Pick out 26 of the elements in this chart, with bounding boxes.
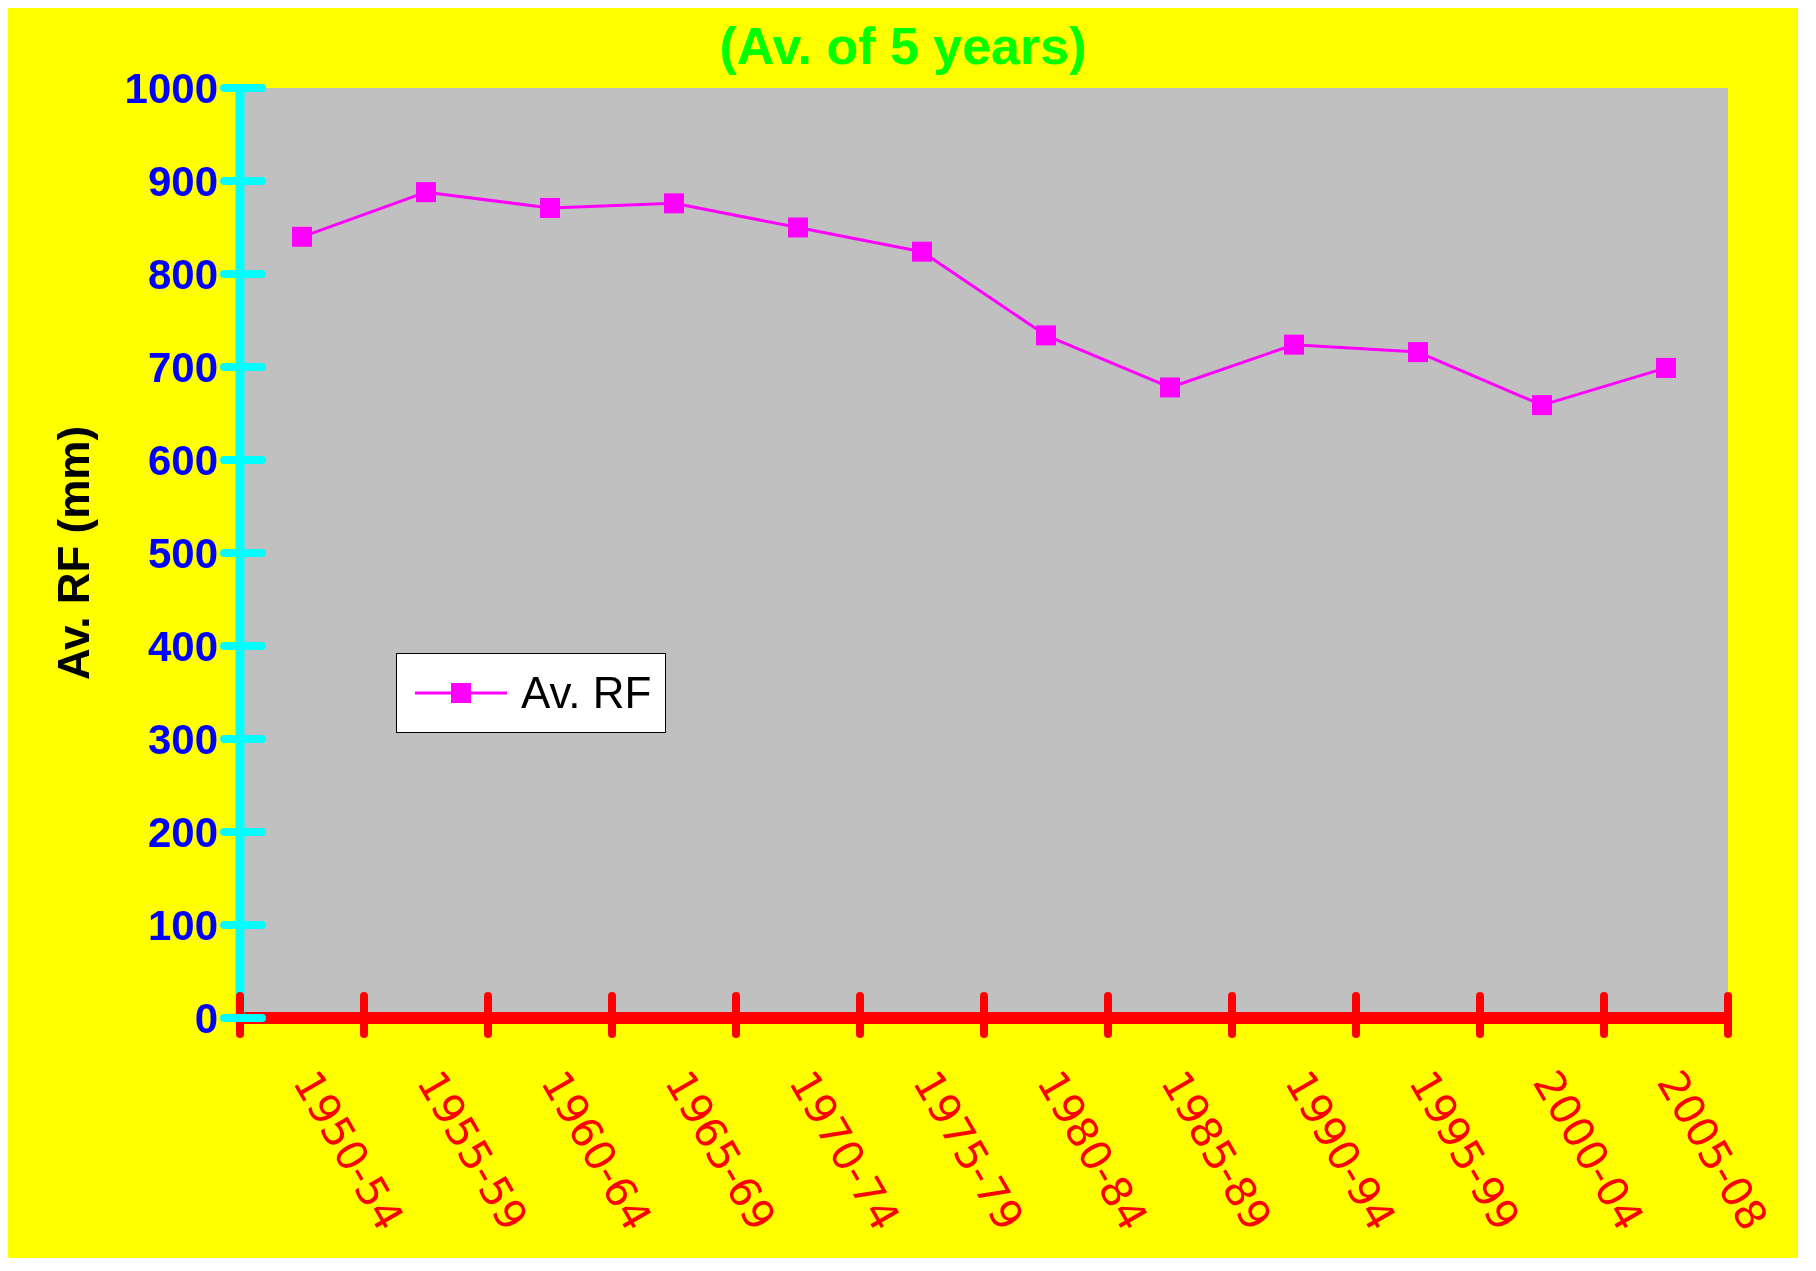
y-tick-label: 500 xyxy=(147,529,218,577)
y-tick-label: 400 xyxy=(147,622,218,670)
y-tick-label: 600 xyxy=(147,436,218,484)
y-tick-label: 0 xyxy=(194,994,218,1042)
y-tick-label: 300 xyxy=(147,715,218,763)
point xyxy=(1656,357,1676,378)
legend-label: Av. RF xyxy=(521,668,652,718)
point xyxy=(1036,325,1056,346)
y-axis-title: Av. RF (mm) xyxy=(49,425,99,681)
y-tick-label: 800 xyxy=(147,250,218,298)
point xyxy=(540,197,560,218)
point xyxy=(788,217,808,238)
point xyxy=(1532,395,1552,416)
y-tick-label: 700 xyxy=(147,343,218,391)
y-tick-label: 900 xyxy=(147,157,218,205)
point xyxy=(416,182,436,203)
y-tick-label: 1000 xyxy=(124,64,218,112)
point xyxy=(912,241,932,262)
point xyxy=(292,226,312,247)
y-tick-label: 100 xyxy=(147,901,218,949)
point xyxy=(664,193,684,214)
y-tick-label: 200 xyxy=(147,808,218,856)
point xyxy=(1160,377,1180,398)
chart-title: (Av. of 5 years) xyxy=(719,17,1087,75)
point xyxy=(1408,342,1428,363)
point xyxy=(1284,334,1304,355)
